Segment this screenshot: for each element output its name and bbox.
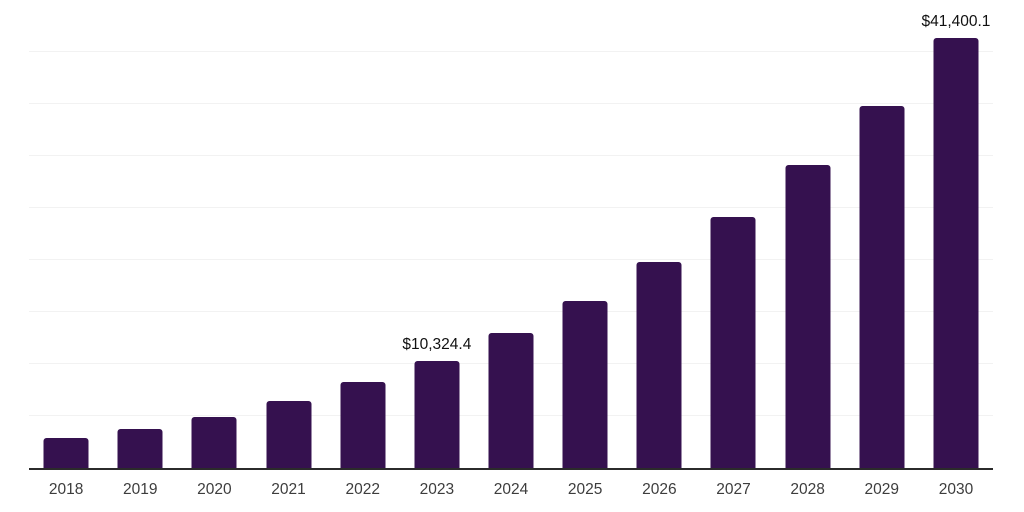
gridline bbox=[29, 259, 993, 260]
gridline bbox=[29, 103, 993, 105]
bar-slot-2019 bbox=[103, 0, 177, 468]
data-label-2023: $10,324.4 bbox=[402, 335, 472, 353]
gridline bbox=[29, 51, 993, 53]
bar-2024 bbox=[488, 332, 534, 468]
x-tick-2020: 2020 bbox=[197, 481, 232, 498]
bar-2018 bbox=[43, 437, 89, 468]
bar-group: $10,324.4 $41,400.1 bbox=[29, 0, 993, 468]
bar-2030 bbox=[933, 37, 979, 468]
bar-slot-2030: $41,400.1 bbox=[919, 0, 993, 468]
gridline bbox=[29, 155, 993, 157]
bar-2022 bbox=[340, 382, 386, 468]
bar-slot-2026 bbox=[622, 0, 696, 468]
gridline bbox=[29, 207, 993, 208]
bar-slot-2028 bbox=[771, 0, 845, 468]
bar-slot-2029 bbox=[845, 0, 919, 468]
x-tick-2022: 2022 bbox=[345, 481, 380, 498]
bar-slot-2022 bbox=[326, 0, 400, 468]
bar-2028 bbox=[785, 165, 831, 468]
bar-2026 bbox=[636, 262, 682, 468]
bar-2020 bbox=[191, 417, 237, 468]
gridline bbox=[29, 311, 993, 312]
bar-slot-2020 bbox=[177, 0, 251, 468]
x-tick-2029: 2029 bbox=[864, 481, 900, 498]
bar-2021 bbox=[266, 400, 312, 468]
x-tick-2021: 2021 bbox=[271, 481, 306, 498]
x-tick-2028: 2028 bbox=[790, 481, 825, 498]
x-tick-2024: 2024 bbox=[493, 481, 529, 498]
bar-slot-2025 bbox=[548, 0, 622, 468]
bar-slot-2024 bbox=[474, 0, 548, 468]
x-axis-labels: 2018 2019 2020 2021 2022 2023 2024 2025 2026 2027… bbox=[29, 481, 993, 499]
bar-slot-2021 bbox=[251, 0, 325, 468]
bar-2023 bbox=[414, 360, 460, 468]
bar-2029 bbox=[859, 105, 905, 468]
x-tick-2023: 2023 bbox=[419, 481, 455, 498]
bar-slot-2027 bbox=[696, 0, 770, 468]
x-tick-2019: 2019 bbox=[122, 481, 158, 498]
plot-area: $10,324.4 $41,400.1 bbox=[29, 0, 993, 470]
x-tick-2027: 2027 bbox=[716, 481, 751, 498]
bar-2025 bbox=[562, 300, 608, 468]
bar-2027 bbox=[710, 217, 756, 468]
x-tick-2025: 2025 bbox=[567, 481, 603, 498]
x-tick-2018: 2018 bbox=[48, 481, 84, 498]
x-tick-2026: 2026 bbox=[642, 481, 677, 498]
data-label-2030: $41,400.1 bbox=[921, 12, 991, 30]
bar-2019 bbox=[117, 429, 163, 468]
bar-slot-2018 bbox=[29, 0, 103, 468]
bar-slot-2023: $10,324.4 bbox=[400, 0, 474, 468]
x-tick-2030: 2030 bbox=[938, 481, 974, 498]
